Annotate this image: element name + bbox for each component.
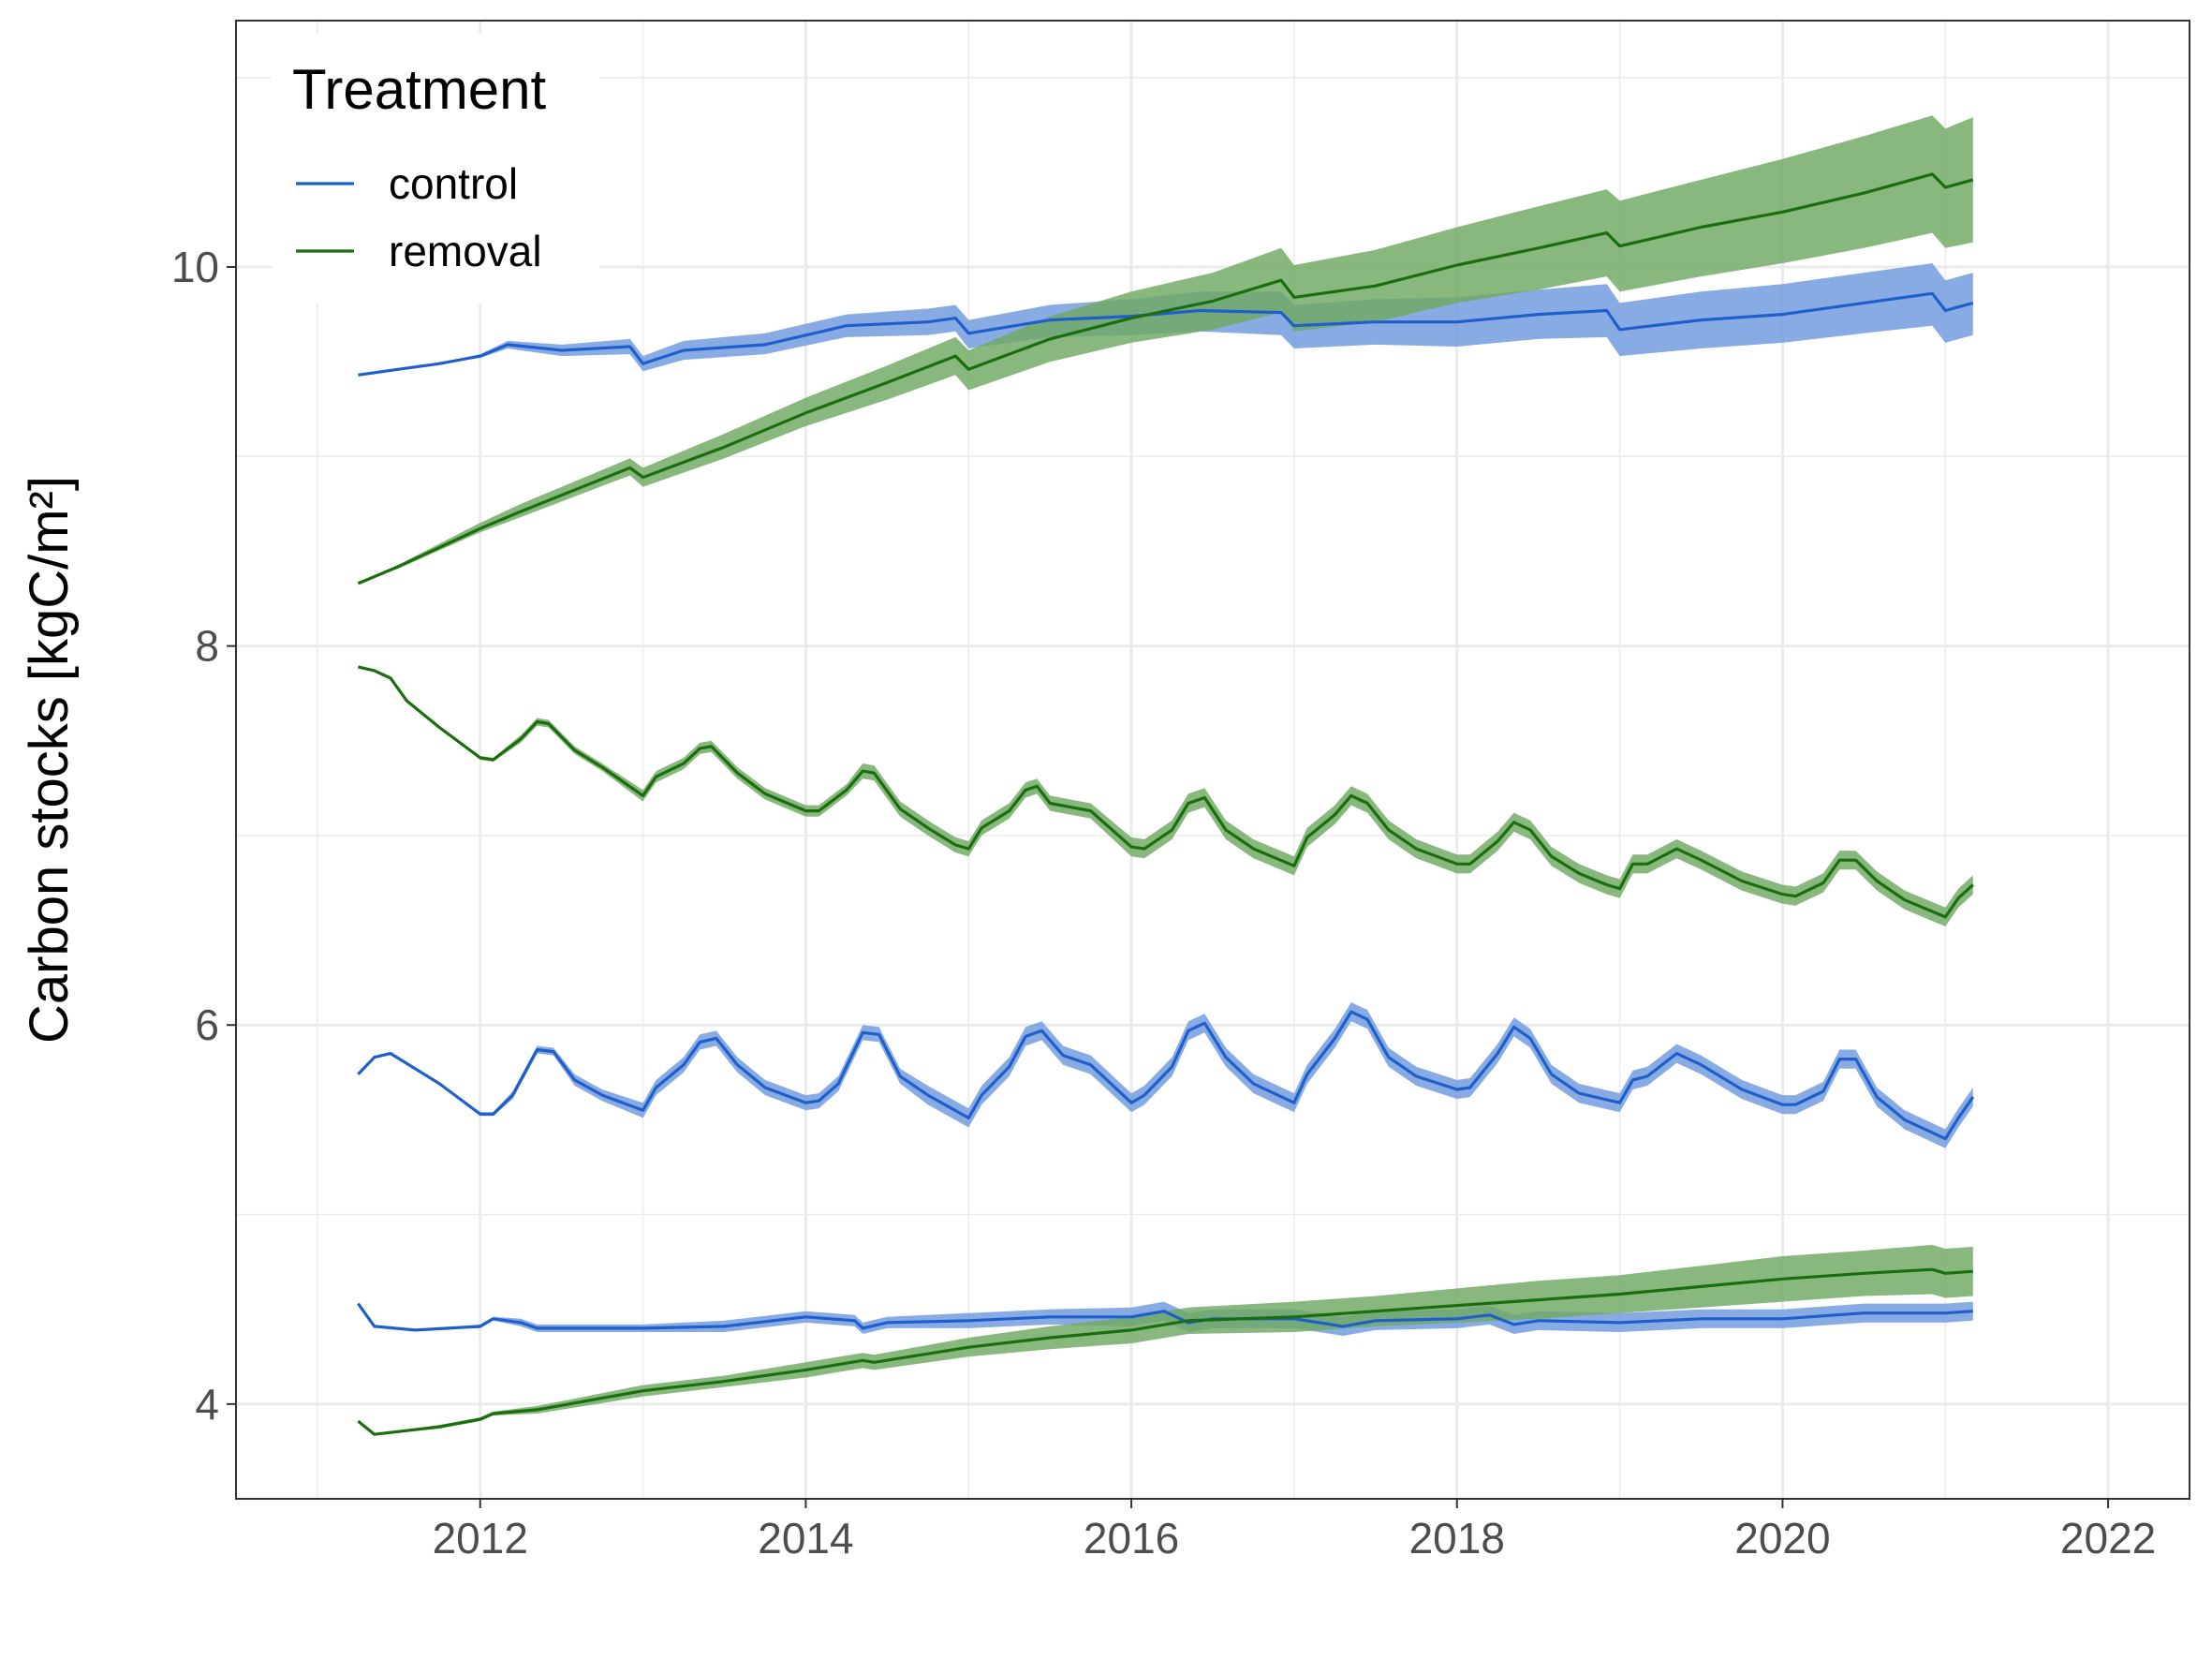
band-removal-seasonal-high (358, 666, 1973, 926)
line-removal-lower (357, 1267, 1973, 1436)
grid-major (236, 21, 2190, 1499)
band-removal-upper (358, 115, 1973, 584)
band-removal-lower (358, 1244, 1973, 1435)
y-axis: 4 6 8 10 (171, 243, 236, 1429)
x-tick-label: 2014 (758, 1514, 853, 1563)
line-control-lower (357, 1302, 1973, 1332)
legend-label-removal: removal (389, 227, 542, 275)
series-lines (357, 172, 1975, 1436)
y-axis-title: Carbon stocks [kgC/m²] (19, 476, 80, 1044)
x-tick-label: 2016 (1084, 1514, 1179, 1563)
legend-background (272, 34, 599, 304)
legend-title: Treatment (292, 58, 547, 121)
panel-border (235, 20, 2190, 1500)
x-tick-label: 2022 (2060, 1514, 2156, 1563)
x-tick-label: 2020 (1734, 1514, 1830, 1563)
y-tick-label: 8 (195, 622, 219, 671)
line-removal-seasonal-high (358, 665, 1974, 919)
line-removal-upper (357, 172, 1974, 585)
line-control-seasonal-low (357, 1010, 1975, 1141)
legend: Treatment control removal (272, 34, 599, 304)
line-control-upper (358, 291, 1974, 377)
y-tick-label: 6 (195, 1000, 219, 1049)
legend-label-control: control (389, 159, 518, 208)
x-tick-label: 2018 (1409, 1514, 1505, 1563)
y-tick-label: 10 (171, 243, 219, 291)
x-axis: 2012 2014 2016 2018 2020 2022 (433, 1499, 2156, 1563)
x-tick-label: 2012 (433, 1514, 528, 1563)
y-tick-label: 4 (195, 1380, 219, 1429)
